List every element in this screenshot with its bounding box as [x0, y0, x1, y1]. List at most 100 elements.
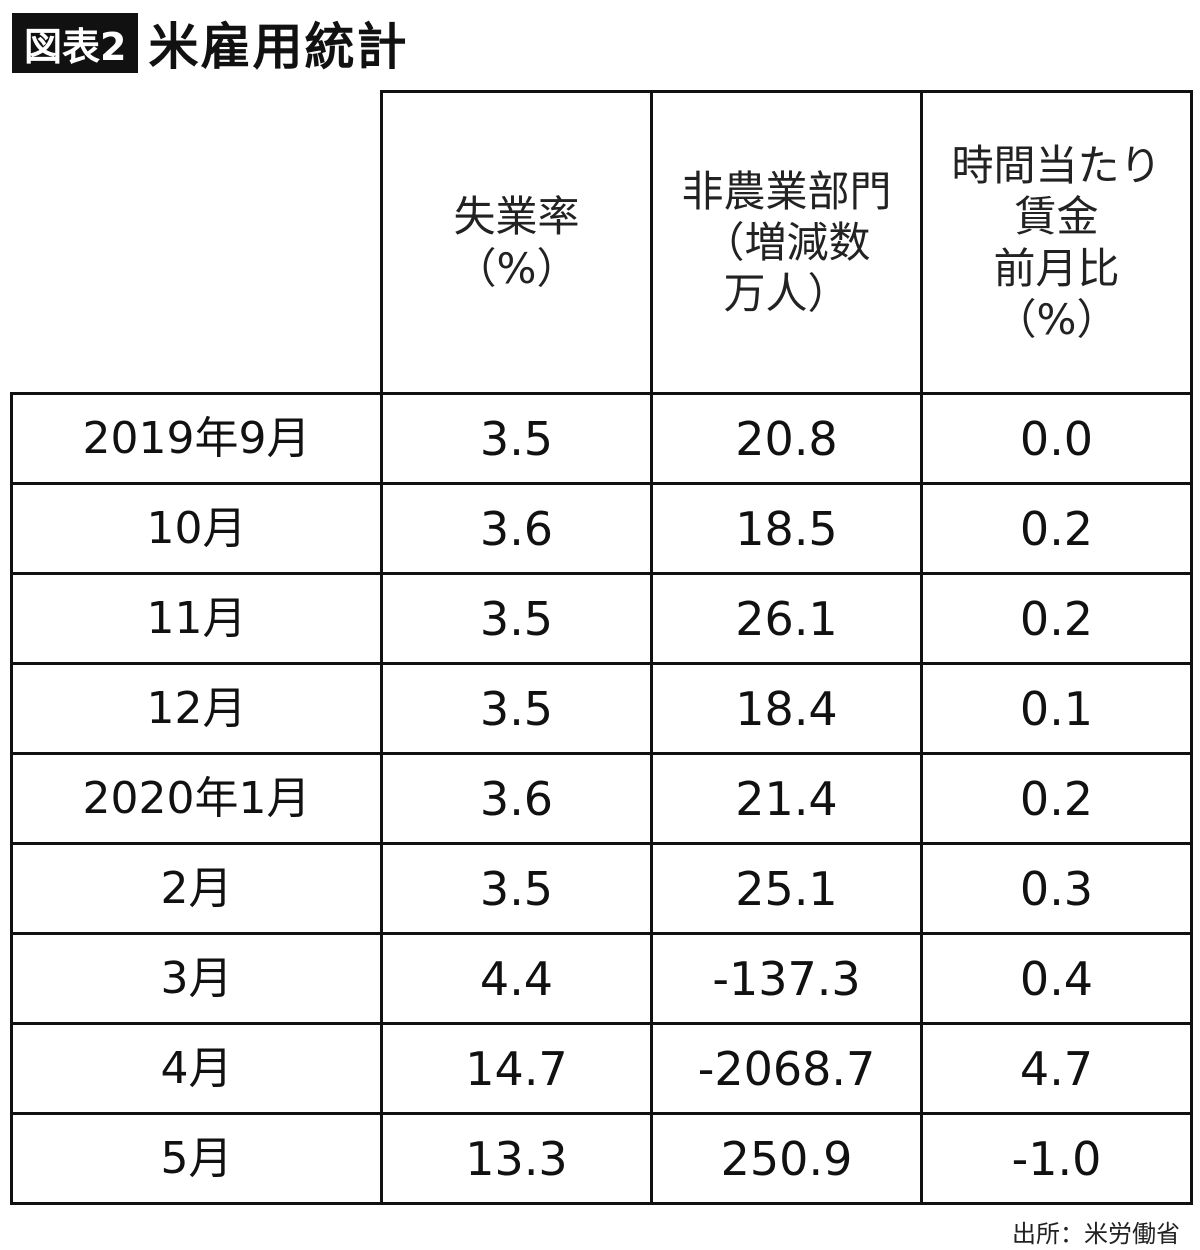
period-value: 4月 [160, 1042, 233, 1094]
wages-cell: 0.2 [920, 752, 1193, 845]
wages-cell: 4.7 [920, 1022, 1193, 1115]
period-value: 12月 [146, 682, 247, 734]
period-cell: 2020年1月 [10, 752, 383, 845]
wages-cell: 0.3 [920, 842, 1193, 935]
period-cell: 11月 [10, 572, 383, 665]
header-corner-cell [11, 91, 383, 395]
wages-cell: 0.2 [920, 482, 1193, 575]
wages-value: 0.0 [1019, 411, 1094, 466]
wages-value: 0.2 [1019, 771, 1094, 826]
unemployment-cell: 3.5 [380, 392, 653, 485]
header-line: 賃金 [1014, 192, 1099, 242]
header-line: （増減数 [702, 217, 871, 267]
nonfarm-cell: 250.9 [650, 1112, 923, 1205]
period-value: 3月 [160, 952, 233, 1004]
nonfarm-cell: -2068.7 [650, 1022, 923, 1115]
unemployment-value: 3.5 [479, 681, 554, 736]
wages-value: 0.2 [1019, 591, 1094, 646]
nonfarm-value: 26.1 [735, 591, 838, 646]
wages-cell: 0.0 [920, 392, 1193, 485]
nonfarm-value: -137.3 [712, 951, 861, 1006]
nonfarm-value: 25.1 [735, 861, 838, 916]
period-value: 2月 [160, 862, 233, 914]
nonfarm-cell: 18.5 [650, 482, 923, 575]
unemployment-value: 14.7 [465, 1041, 568, 1096]
figure-number-badge: 図表2 [12, 13, 139, 73]
employment-stats-table: 失業率 （%） 非農業部門 （増減数 万人） 時間当たり 賃金 前月比 （%） … [10, 90, 1193, 1205]
header-line: 失業率 [453, 192, 580, 242]
figure-title: 米雇用統計 [148, 18, 409, 76]
wages-value: 0.1 [1019, 681, 1094, 736]
period-value: 10月 [146, 502, 247, 554]
header-line: 前月比 [993, 243, 1120, 293]
table-row: 11月 3.5 26.1 0.2 [10, 572, 1193, 665]
figure-header: 図表2 米雇用統計 [12, 8, 408, 78]
header-line: （%） [994, 294, 1119, 344]
unemployment-cell: 3.5 [380, 662, 653, 755]
wages-cell: 0.4 [920, 932, 1193, 1025]
nonfarm-value: 21.4 [735, 771, 838, 826]
period-cell: 10月 [10, 482, 383, 575]
period-value: 2019年9月 [82, 412, 311, 464]
unemployment-value: 3.5 [479, 591, 554, 646]
nonfarm-value: 20.8 [735, 411, 838, 466]
unemployment-value: 13.3 [465, 1131, 568, 1186]
nonfarm-cell: 21.4 [650, 752, 923, 845]
unemployment-value: 4.4 [479, 951, 554, 1006]
wages-value: 0.2 [1019, 501, 1094, 556]
header-line: 万人） [723, 269, 850, 319]
nonfarm-value: 18.4 [735, 681, 838, 736]
header-unemployment-rate: 失業率 （%） [380, 90, 653, 395]
table-header-row: 失業率 （%） 非農業部門 （増減数 万人） 時間当たり 賃金 前月比 （%） [11, 90, 1193, 395]
unemployment-cell: 3.6 [380, 482, 653, 575]
unemployment-cell: 3.6 [380, 752, 653, 845]
wages-cell: -1.0 [920, 1112, 1193, 1205]
unemployment-value: 3.5 [479, 411, 554, 466]
nonfarm-cell: 25.1 [650, 842, 923, 935]
table-row: 10月 3.6 18.5 0.2 [10, 482, 1193, 575]
nonfarm-value: 18.5 [735, 501, 838, 556]
unemployment-cell: 3.5 [380, 572, 653, 665]
wages-value: 0.4 [1019, 951, 1094, 1006]
unemployment-cell: 13.3 [380, 1112, 653, 1205]
source-note: 出所：米労働省 [1012, 1220, 1180, 1248]
period-cell: 2019年9月 [10, 392, 383, 485]
unemployment-value: 3.5 [479, 861, 554, 916]
wages-value: 4.7 [1019, 1041, 1094, 1096]
period-cell: 5月 [10, 1112, 383, 1205]
wages-value: 0.3 [1019, 861, 1094, 916]
unemployment-cell: 4.4 [380, 932, 653, 1025]
header-line: （%） [454, 243, 579, 293]
period-cell: 2月 [10, 842, 383, 935]
wages-value: -1.0 [1011, 1131, 1102, 1186]
period-cell: 4月 [10, 1022, 383, 1115]
nonfarm-cell: 26.1 [650, 572, 923, 665]
nonfarm-value: 250.9 [720, 1131, 853, 1186]
header-line: 時間当たり [951, 141, 1162, 191]
unemployment-cell: 14.7 [380, 1022, 653, 1115]
period-cell: 3月 [10, 932, 383, 1025]
table-row: 2019年9月 3.5 20.8 0.0 [10, 392, 1193, 485]
nonfarm-cell: 18.4 [650, 662, 923, 755]
unemployment-cell: 3.5 [380, 842, 653, 935]
nonfarm-cell: -137.3 [650, 932, 923, 1025]
nonfarm-value: -2068.7 [697, 1041, 876, 1096]
table-row: 3月 4.4 -137.3 0.4 [10, 932, 1193, 1025]
table-row: 4月 14.7 -2068.7 4.7 [10, 1022, 1193, 1115]
nonfarm-cell: 20.8 [650, 392, 923, 485]
unemployment-value: 3.6 [479, 771, 554, 826]
table-row: 2月 3.5 25.1 0.3 [10, 842, 1193, 935]
period-value: 5月 [160, 1132, 233, 1184]
header-nonfarm-payrolls: 非農業部門 （増減数 万人） [650, 90, 923, 395]
header-line: 非農業部門 [681, 166, 892, 216]
header-hourly-wages: 時間当たり 賃金 前月比 （%） [920, 90, 1193, 395]
table-row: 5月 13.3 250.9 -1.0 [10, 1112, 1193, 1205]
unemployment-value: 3.6 [479, 501, 554, 556]
wages-cell: 0.2 [920, 572, 1193, 665]
table-row: 2020年1月 3.6 21.4 0.2 [10, 752, 1193, 845]
period-value: 2020年1月 [82, 772, 311, 824]
wages-cell: 0.1 [920, 662, 1193, 755]
period-cell: 12月 [10, 662, 383, 755]
period-value: 11月 [146, 592, 247, 644]
table-row: 12月 3.5 18.4 0.1 [10, 662, 1193, 755]
